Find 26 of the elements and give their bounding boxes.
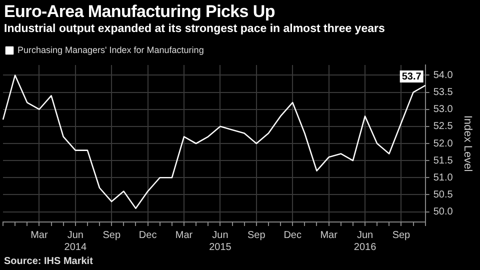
- y-tick-label: 52.0: [433, 138, 454, 150]
- y-tick-label: 50.5: [433, 189, 454, 200]
- x-tick-label: Mar: [175, 230, 194, 241]
- x-tick-label: Dec: [138, 230, 157, 241]
- x-tick-label: Mar: [320, 230, 338, 241]
- y-tick-label: 52.5: [433, 121, 454, 132]
- chart-title: Euro-Area Manufacturing Picks Up: [4, 2, 275, 22]
- y-tick-label: 51.0: [433, 172, 454, 184]
- chart-subtitle: Industrial output expanded at its strongest pace in almost three years: [4, 23, 385, 35]
- x-tick-label: Jun 2015: [209, 230, 232, 253]
- x-tick-label: Jun 2016: [354, 230, 377, 253]
- y-tick-label: 54.0: [433, 70, 454, 81]
- y-tick-label: 53.0: [433, 104, 454, 116]
- x-tick-label: Sep: [102, 230, 121, 241]
- source-note: Source: IHS Markit: [4, 256, 93, 267]
- x-tick-label: Sep: [392, 230, 411, 241]
- y-tick-label: 51.5: [433, 155, 454, 166]
- data-label: 53.7: [402, 72, 422, 83]
- x-tick-label: Mar: [30, 230, 48, 241]
- x-tick-label: Jun 2014: [64, 230, 87, 253]
- y-tick-label: 50.0: [433, 206, 454, 218]
- legend-label: Purchasing Managers' Index for Manufacturing: [18, 44, 204, 55]
- y-tick-label: 53.5: [433, 87, 454, 98]
- y-axis-title: Index Level: [461, 115, 474, 172]
- x-tick-label: Dec: [284, 230, 302, 241]
- x-tick-label: Sep: [248, 230, 266, 241]
